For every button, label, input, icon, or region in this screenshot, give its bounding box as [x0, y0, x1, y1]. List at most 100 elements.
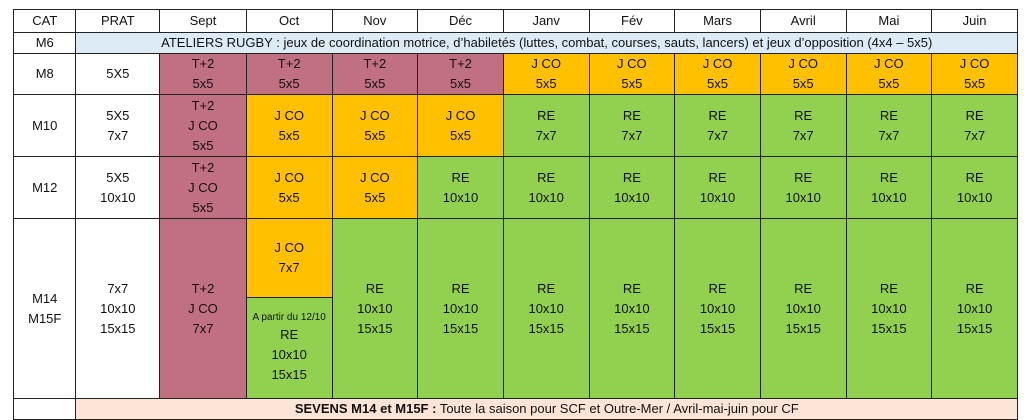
m8-oct-cell: T+2 5x5: [245, 53, 333, 95]
cell-line: J CO: [959, 56, 990, 71]
cell-line: 10x10: [357, 300, 393, 316]
m8-avril-cell: J CO 5x5: [759, 53, 847, 95]
cell-line: 5x5: [707, 76, 728, 91]
m10-nov-cell: J CO 5x5: [331, 94, 419, 157]
cell-line: 5x5: [535, 76, 557, 91]
cell-line: 15x15: [357, 320, 393, 336]
cell-line: J CO: [274, 107, 304, 123]
m10-sept-cell: T+2 J CO 5x5: [159, 94, 247, 157]
m8-janv-cell: J CO 5x5: [502, 53, 590, 95]
cell-line: RE: [965, 107, 984, 123]
cell-line: 15x15: [442, 320, 479, 336]
cell-line: RE: [879, 169, 898, 185]
cell-line: 10x10: [785, 189, 821, 205]
cell-line: 5x5: [878, 76, 900, 91]
m8-sept-cell: T+2 5x5: [159, 53, 247, 95]
cell-line: RE: [537, 107, 556, 123]
m12-oct-cell: J CO 5x5: [245, 156, 333, 219]
cell-line: J CO: [274, 169, 304, 185]
m14-fev-cell: RE 10x10 15x15: [588, 218, 676, 399]
m12-juin-cell: RE 10x10: [931, 156, 1018, 219]
cell-line: 5x5: [278, 127, 300, 143]
m8-juin-cell: J CO 5x5: [931, 53, 1018, 95]
cell-line: 5x5: [450, 127, 471, 143]
prat-line: 7x7: [107, 127, 129, 143]
cell-line: 5x5: [364, 189, 386, 205]
cell-line: 5x5: [192, 199, 214, 215]
prat-line: 7x7: [107, 280, 129, 296]
m14-janv-cell: RE 10x10 15x15: [502, 218, 590, 399]
header-janv: Janv: [502, 9, 590, 33]
cell-line: 15x15: [699, 320, 736, 336]
cell-line: 10x10: [442, 300, 479, 316]
m12-fev-cell: RE 10x10: [588, 156, 676, 219]
cell-line: 10x10: [271, 347, 307, 362]
m14-juin-cell: RE 10x10 15x15: [931, 218, 1018, 399]
prat-line: 5X5: [106, 107, 130, 123]
cell-line: 15x15: [785, 320, 821, 336]
m8-dec-cell: T+2 5x5: [417, 53, 504, 95]
m14-oct-jco-part: J CO 7x7: [247, 219, 332, 297]
m12-cat: M12: [12, 156, 77, 219]
cell-line: 7x7: [278, 260, 300, 275]
cell-line: J CO: [788, 56, 818, 71]
cell-line: 5x5: [450, 76, 471, 91]
prat-line: 15x15: [100, 320, 136, 336]
cell-line: 10x10: [699, 189, 736, 205]
cell-line: T+2: [449, 56, 472, 71]
cell-line: RE: [708, 280, 727, 296]
cell-line: 10x10: [699, 300, 736, 316]
cell-line: 5x5: [192, 137, 214, 153]
m14-row: M14 M15F 7x7 10x10 15x15 T+2 J CO 7x7 J CO 7x…: [12, 218, 1018, 399]
prat-line: 10x10: [100, 300, 136, 316]
cell-line: 5x5: [364, 127, 386, 143]
cell-line: 15x15: [614, 320, 650, 336]
cell-line: 5x5: [278, 189, 300, 205]
m12-mai-cell: RE 10x10: [845, 156, 933, 219]
cell-line: T+2: [363, 56, 387, 71]
header-nov: Nov: [331, 9, 419, 33]
cell-line: RE: [537, 280, 556, 296]
m12-sept-cell: T+2 J CO 5x5: [159, 156, 247, 219]
m8-prat: 5X5: [75, 53, 161, 95]
cell-line: 7x7: [707, 127, 728, 143]
cell-line: J CO: [445, 107, 476, 123]
from-date-note: A partir du 12/10: [252, 312, 326, 323]
cell-line: 7x7: [621, 127, 643, 143]
cell-line: RE: [451, 169, 470, 185]
cell-line: RE: [622, 280, 641, 296]
m10-dec-cell: J CO 5x5: [417, 94, 504, 157]
cell-line: RE: [451, 280, 470, 296]
m10-avril-cell: RE 7x7: [759, 94, 847, 157]
header-mai: Mai: [845, 9, 933, 33]
m8-cat: M8: [12, 53, 77, 95]
m10-oct-cell: J CO 5x5: [245, 94, 333, 157]
sevens-row: SEVENS M14 et M15F : Toute la saison pou…: [12, 398, 1018, 420]
m12-row: M12 5X5 10x10 T+2 J CO 5x5 J CO 5x5 J CO 5x5 …: [12, 156, 1018, 219]
cell-line: 10x10: [956, 189, 993, 205]
header-sept: Sept: [159, 9, 247, 33]
header-mars: Mars: [674, 9, 761, 33]
cell-line: J CO: [360, 169, 390, 185]
cat-line: M15F: [28, 310, 62, 326]
cell-line: RE: [622, 107, 641, 123]
sevens-text: Toute la saison pour SCF et Outre-Mer / …: [436, 401, 799, 416]
m14-cat: M14 M15F: [12, 218, 77, 399]
header-juin: Juin: [931, 9, 1018, 33]
m8-nov-cell: T+2 5x5: [331, 53, 419, 95]
cell-line: 5x5: [792, 76, 814, 91]
sevens-cat-blank: [12, 398, 77, 420]
cell-line: 10x10: [785, 300, 821, 316]
cell-line: T+2: [191, 97, 215, 113]
m10-mars-cell: RE 7x7: [674, 94, 761, 157]
m6-ateliers-text: ATELIERS RUGBY : jeux de coordination mo…: [75, 32, 1018, 54]
cell-line: 10x10: [528, 300, 564, 316]
cell-line: 7x7: [964, 127, 986, 143]
cell-line: RE: [965, 169, 984, 185]
season-planning-table: CAT PRAT Sept Oct Nov Déc Janv Fév Mars …: [12, 9, 1018, 420]
sevens-label: SEVENS M14 et M15F :: [294, 401, 437, 416]
cell-line: 5x5: [621, 76, 643, 91]
m12-janv-cell: RE 10x10: [502, 156, 590, 219]
m12-dec-cell: RE 10x10: [417, 156, 504, 219]
prat-line: 5X5: [106, 169, 130, 185]
